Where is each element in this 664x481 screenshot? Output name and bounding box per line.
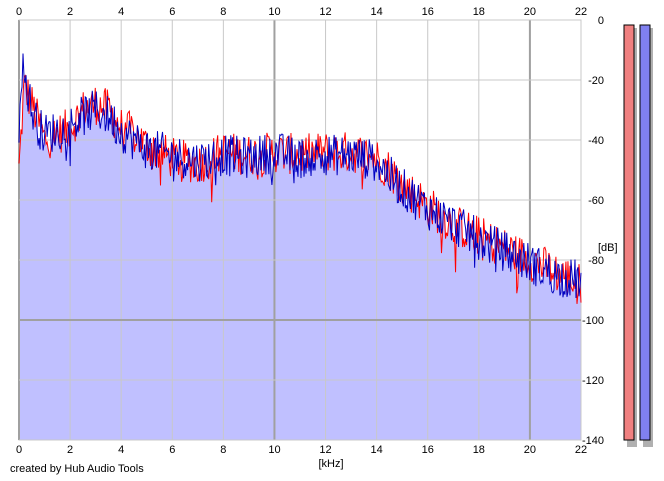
x-tick-label-bottom: 8 <box>220 444 226 456</box>
x-tick-label-top: 12 <box>319 6 331 18</box>
y-axis-right-ticks: 0 -20 -40 -60 -80 -100 -120 -140 <box>582 15 604 447</box>
x-axis-bottom-ticks: 0 2 4 6 8 10 12 14 16 18 20 22 <box>16 444 587 456</box>
y-tick-label: -140 <box>582 435 604 447</box>
x-tick-label-top: 4 <box>118 6 124 18</box>
x-tick-label-top: 14 <box>371 6 383 18</box>
right-channel-spectrum-line <box>18 53 582 299</box>
x-tick-label-top: 6 <box>169 6 175 18</box>
x-tick-label-top: 10 <box>268 6 280 18</box>
left-level-meter <box>623 24 635 441</box>
spectrum-area <box>19 77 581 440</box>
y-tick-label: -100 <box>582 315 604 327</box>
x-tick-label-top: 8 <box>220 6 226 18</box>
x-axis-top-ticks: 0 2 4 6 8 10 12 14 16 18 20 22 <box>16 6 587 18</box>
x-axis-label: [kHz] <box>318 458 343 470</box>
y-tick-label: -80 <box>588 255 604 267</box>
x-tick-label-bottom: 10 <box>268 444 280 456</box>
x-tick-label-bottom: 20 <box>524 444 536 456</box>
x-tick-label-bottom: 14 <box>371 444 383 456</box>
x-tick-label-top: 20 <box>524 6 536 18</box>
x-tick-label-top: 22 <box>575 6 587 18</box>
x-tick-label-bottom: 4 <box>118 444 124 456</box>
x-tick-label-bottom: 22 <box>575 444 587 456</box>
x-tick-label-bottom: 2 <box>67 444 73 456</box>
x-tick-label-top: 2 <box>67 6 73 18</box>
chart-grid <box>18 19 582 441</box>
y-axis-label: [dB] <box>598 242 618 254</box>
y-tick-label: -20 <box>588 75 604 87</box>
x-tick-label-bottom: 12 <box>319 444 331 456</box>
spectrum-series <box>18 53 582 304</box>
spectrum-fill-area <box>19 77 581 440</box>
x-tick-label-bottom: 6 <box>169 444 175 456</box>
x-tick-label-bottom: 0 <box>16 444 22 456</box>
x-tick-label-bottom: 16 <box>422 444 434 456</box>
y-tick-label: 0 <box>598 15 604 27</box>
x-tick-label-top: 0 <box>16 6 22 18</box>
x-tick-label-top: 16 <box>422 6 434 18</box>
y-tick-label: -120 <box>582 375 604 387</box>
y-tick-label: -40 <box>588 135 604 147</box>
credit-text: created by Hub Audio Tools <box>10 463 144 475</box>
right-level-meter <box>639 24 651 441</box>
level-meters <box>623 24 653 447</box>
x-tick-label-bottom: 18 <box>473 444 485 456</box>
y-tick-label: -60 <box>588 195 604 207</box>
x-tick-label-top: 18 <box>473 6 485 18</box>
